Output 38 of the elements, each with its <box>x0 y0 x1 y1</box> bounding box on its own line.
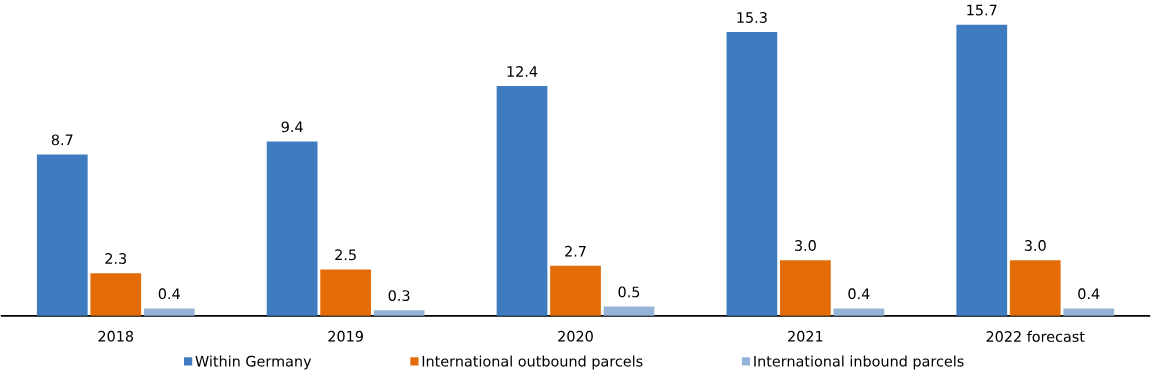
data-label: 0.5 <box>618 286 640 298</box>
legend-label: International outbound parcels <box>422 355 643 370</box>
bar <box>36 154 88 316</box>
x-tick-label: 2021 <box>788 330 823 342</box>
data-label: 0.4 <box>158 288 180 300</box>
bar <box>143 308 195 316</box>
data-label: 15.7 <box>967 4 997 16</box>
bar <box>496 85 548 316</box>
data-label: 2.3 <box>105 253 127 264</box>
bar <box>726 32 778 316</box>
legend-label: International inbound parcels <box>754 355 964 370</box>
data-label: 9.4 <box>281 121 303 133</box>
legend-label: Within Germany <box>195 355 312 370</box>
bar <box>603 306 655 316</box>
x-tick-label: 2018 <box>98 330 134 342</box>
bar <box>320 269 372 316</box>
data-label: 0.4 <box>848 288 870 300</box>
bar <box>266 141 318 316</box>
data-label: 2.7 <box>565 245 586 257</box>
data-label: 0.3 <box>388 290 410 302</box>
bar <box>956 24 1008 316</box>
x-tick-label: 2022 forecast <box>986 330 1085 342</box>
bar <box>780 260 831 316</box>
bar <box>1009 260 1061 316</box>
data-label: 0.4 <box>1078 288 1100 300</box>
data-label: 12.4 <box>507 65 538 77</box>
data-label: 2.5 <box>335 249 356 261</box>
bar <box>550 265 601 316</box>
data-label: 8.7 <box>51 134 73 146</box>
data-label: 3.0 <box>1024 240 1046 251</box>
data-label: 3.0 <box>795 240 816 251</box>
x-tick-label: 2019 <box>328 330 363 342</box>
bar <box>1063 308 1115 316</box>
x-tick-label: 2020 <box>558 330 593 342</box>
bar <box>90 273 142 316</box>
bar <box>373 310 425 316</box>
data-label: 15.3 <box>737 11 767 23</box>
bar <box>833 308 885 316</box>
